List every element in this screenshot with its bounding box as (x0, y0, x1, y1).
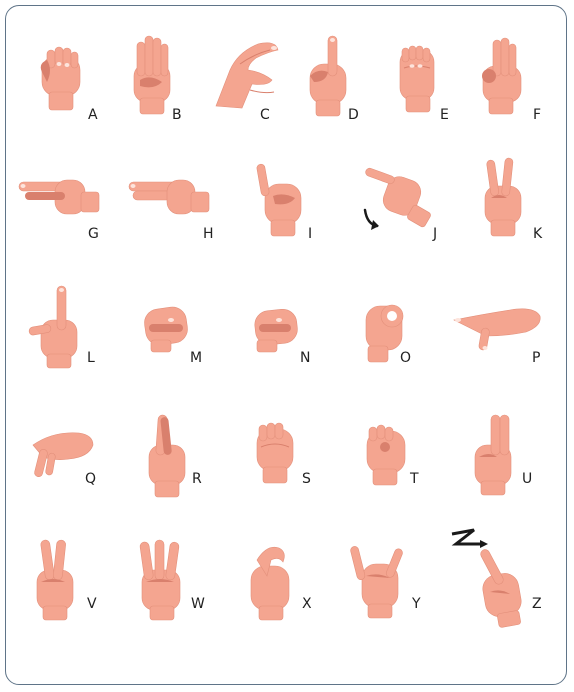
hand-sign-i-icon (256, 163, 302, 237)
hand-sign-x-icon (250, 546, 290, 621)
hand-sign-t-icon (366, 424, 406, 486)
letter-label-a: A (88, 107, 98, 123)
hand-sign-o-icon (365, 304, 404, 363)
hand-sign-s-icon (256, 422, 294, 484)
letter-label-v: V (87, 596, 97, 612)
letter-label-s: S (302, 471, 311, 487)
letter-label-u: U (522, 471, 533, 487)
sign-cell-l: L (25, 280, 125, 390)
letter-label-x: X (302, 596, 312, 612)
hand-sign-q-icon (32, 432, 94, 478)
sign-cell-z: Z (450, 528, 550, 640)
hand-sign-p-icon (453, 308, 541, 351)
sign-cell-a: A (25, 30, 125, 140)
sign-cell-y: Y (350, 530, 450, 640)
letter-label-w: W (191, 596, 205, 612)
letter-label-n: N (300, 350, 311, 366)
sign-cell-j: J (345, 150, 445, 260)
sign-cell-b: B (112, 30, 212, 140)
hand-sign-a-icon (40, 46, 81, 111)
hand-sign-j-icon (363, 167, 431, 230)
letter-label-o: O (400, 350, 412, 366)
hand-sign-g-icon (18, 179, 100, 215)
hand-sign-b-icon (133, 35, 171, 115)
sign-cell-v: V (25, 530, 125, 640)
hand-sign-v-icon (36, 539, 74, 621)
hand-sign-m-icon (144, 306, 188, 353)
letter-label-e: E (440, 107, 449, 123)
letter-label-h: H (203, 226, 214, 242)
hand-sign-k-icon (484, 157, 522, 237)
hand-sign-r-icon (148, 414, 186, 498)
sign-cell-u: U (465, 405, 565, 515)
letter-label-b: B (172, 107, 182, 123)
letter-label-g: G (88, 226, 99, 242)
sign-cell-q: Q (25, 405, 125, 515)
sign-cell-s: S (245, 405, 345, 515)
sign-cell-x: X (245, 530, 345, 640)
sign-cell-k: K (465, 150, 565, 260)
sign-cell-w: W (130, 530, 230, 640)
hand-sign-w-icon (139, 539, 181, 621)
letter-label-d: D (348, 107, 359, 123)
hand-sign-e-icon (399, 45, 435, 113)
sign-cell-p: P (450, 280, 550, 390)
letter-label-p: P (532, 350, 541, 366)
sign-cell-o: O (350, 280, 450, 390)
sign-cell-m: M (125, 280, 225, 390)
letter-label-c: C (260, 107, 270, 123)
letter-label-k: K (533, 226, 543, 242)
hand-sign-f-icon (482, 37, 522, 115)
letter-label-z: Z (532, 596, 542, 612)
letter-label-t: T (410, 471, 419, 487)
hand-sign-z-icon (451, 528, 522, 628)
hand-sign-c-icon (215, 42, 279, 109)
sign-cell-t: T (355, 405, 455, 515)
letter-label-f: F (533, 107, 542, 123)
letter-label-m: M (190, 350, 203, 366)
sign-cell-r: R (135, 405, 235, 515)
hand-sign-n-icon (254, 308, 298, 353)
letter-label-j: J (433, 226, 438, 242)
sign-cell-g: G (15, 150, 115, 260)
sign-cell-d: D (290, 30, 390, 140)
letter-label-r: R (192, 471, 202, 487)
letter-label-y: Y (412, 596, 421, 612)
hand-sign-y-icon (350, 546, 403, 619)
hand-sign-u-icon (474, 414, 512, 496)
letter-label-i: I (308, 226, 313, 242)
letter-label-l: L (87, 350, 95, 366)
sign-cell-n: N (235, 280, 335, 390)
sign-cell-c: C (200, 30, 300, 140)
hand-sign-l-icon (28, 285, 78, 369)
hand-sign-h-icon (128, 179, 210, 215)
sign-cell-h: H (125, 150, 225, 260)
hand-sign-d-icon (309, 35, 347, 117)
letter-label-q: Q (85, 471, 97, 487)
sign-cell-e: E (380, 30, 480, 140)
sign-cell-i: I (245, 150, 345, 260)
sign-cell-f: F (465, 30, 565, 140)
